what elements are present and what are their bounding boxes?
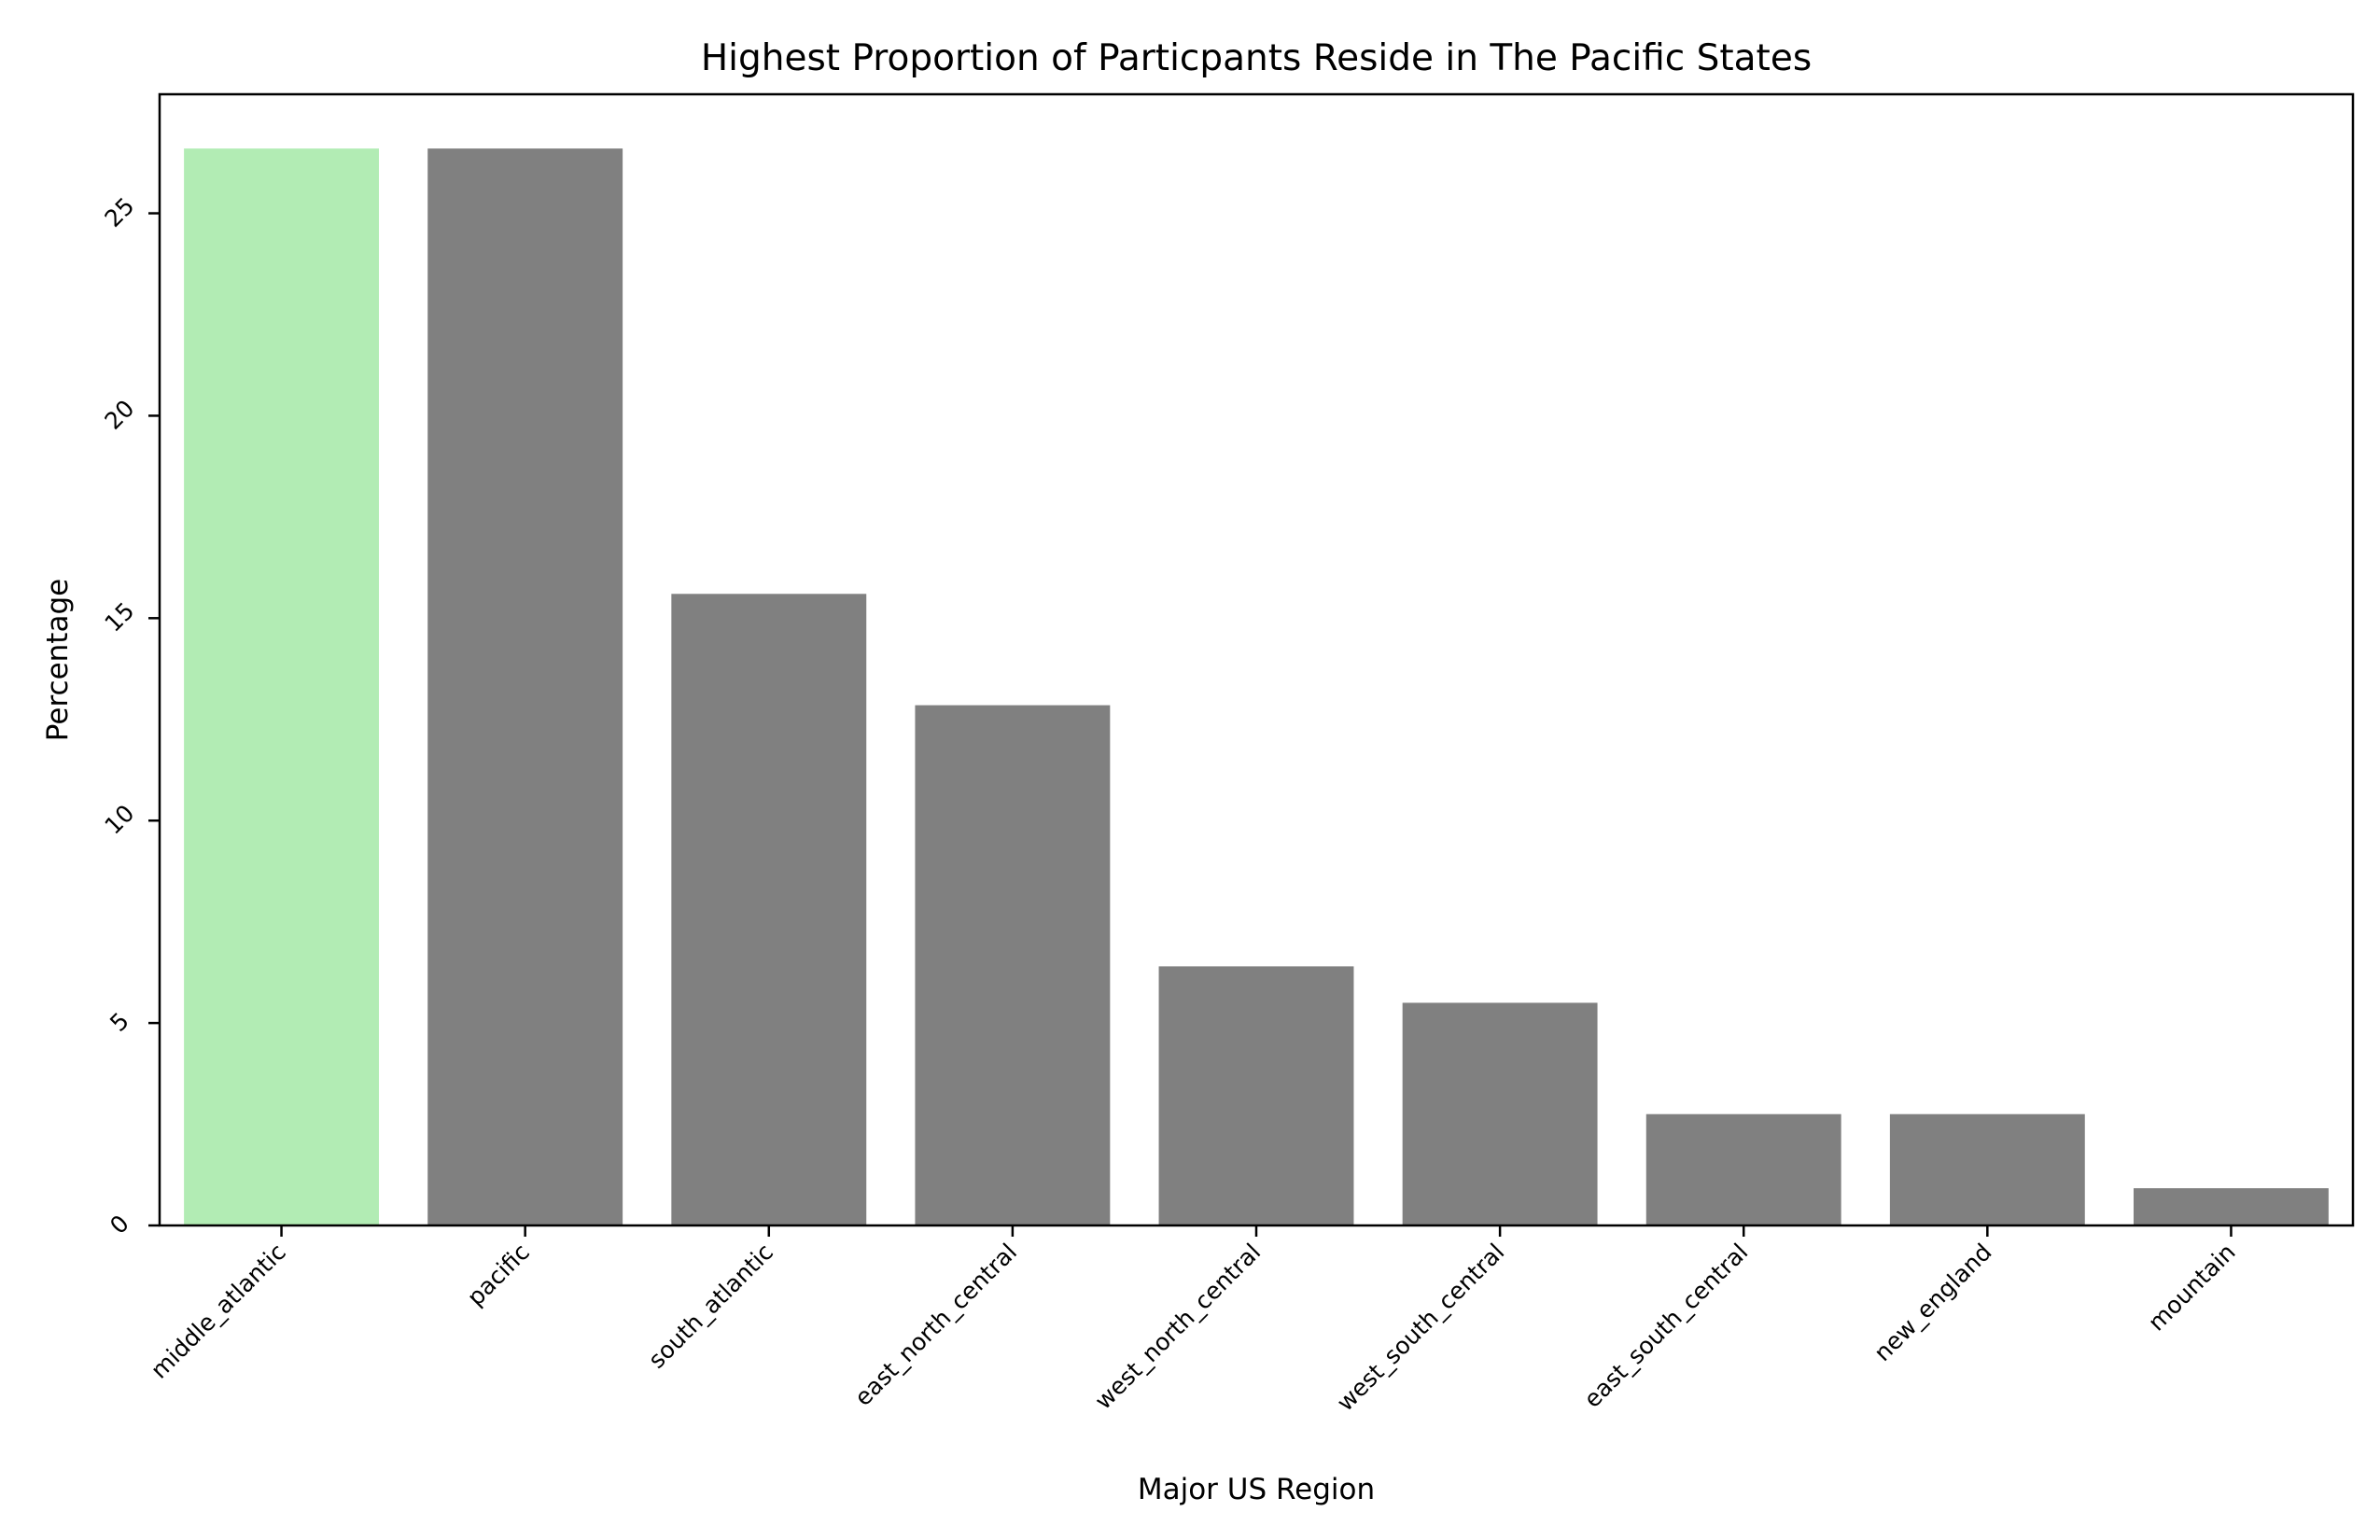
y-tick-label: 25 bbox=[99, 192, 139, 232]
x-tick-label: middle_atlantic bbox=[146, 1239, 291, 1384]
bar-south-atlantic bbox=[671, 594, 867, 1225]
y-axis: 0 5 10 15 20 25 bbox=[99, 192, 160, 1239]
plot-frame bbox=[158, 92, 2355, 1227]
x-axis-label: Major US Region bbox=[1138, 1473, 1375, 1506]
y-tick-label: 20 bbox=[99, 395, 139, 435]
bar-east-north-central bbox=[915, 705, 1111, 1225]
x-tick-label: south_atlantic bbox=[643, 1239, 778, 1374]
x-tick-label: new_england bbox=[1869, 1239, 1996, 1366]
y-tick-label: 10 bbox=[99, 800, 139, 840]
x-tick-label: east_north_central bbox=[849, 1239, 1022, 1411]
x-axis: middle_atlantic pacific south_atlantic east… bbox=[146, 1225, 2241, 1417]
x-tick-label: mountain bbox=[2143, 1239, 2241, 1337]
bar-mountain bbox=[2134, 1188, 2329, 1225]
bars-layer bbox=[184, 148, 2329, 1225]
bar-east-south-central bbox=[1645, 1113, 1841, 1225]
x-tick-label: west_south_central bbox=[1332, 1239, 1510, 1417]
y-tick-label: 0 bbox=[105, 1210, 134, 1239]
y-axis-label: Percentage bbox=[41, 579, 75, 741]
bar-new-england bbox=[1889, 1113, 2085, 1225]
bar-middle-atlantic bbox=[184, 148, 379, 1225]
x-tick-label: west_north_central bbox=[1089, 1239, 1266, 1415]
x-tick-label: pacific bbox=[462, 1239, 535, 1311]
bar-west-north-central bbox=[1158, 966, 1354, 1225]
chart-title: Highest Proportion of Particpants Reside… bbox=[701, 37, 1812, 79]
bar-pacific bbox=[427, 148, 623, 1225]
x-tick-label: east_south_central bbox=[1578, 1239, 1753, 1413]
y-tick-label: 5 bbox=[105, 1007, 134, 1037]
y-tick-label: 15 bbox=[99, 597, 139, 637]
bar-west-south-central bbox=[1402, 1002, 1598, 1225]
